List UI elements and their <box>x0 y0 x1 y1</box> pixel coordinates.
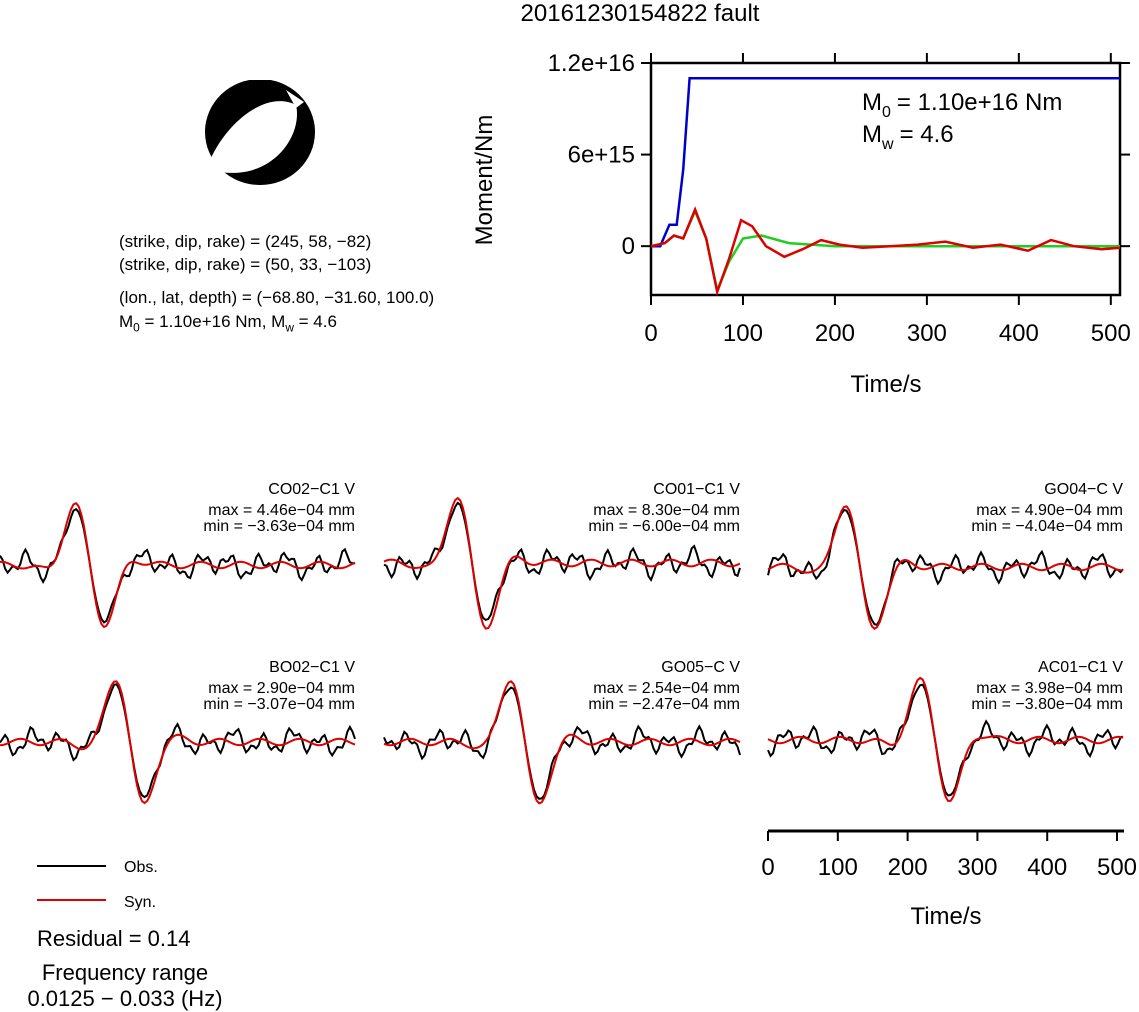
moment-chart: 06e+151.2e+160 100 200 300 400 500 Moment/Nm … <box>471 50 1131 398</box>
legend-obs-label: Obs. <box>124 859 158 876</box>
station-max: max = 4.46e−04 mm <box>208 502 355 519</box>
station-max: max = 2.54e−04 mm <box>593 680 740 697</box>
mechanism-line-1: (strike, dip, rake) = (245, 58, −82) <box>119 232 372 251</box>
station-max: max = 3.98e−04 mm <box>976 680 1123 697</box>
wave-xtick-label: 300 <box>957 854 997 881</box>
station-name: CO02−C1 V <box>268 481 355 498</box>
moment-xtick-label: 0 <box>644 320 657 347</box>
wave-xtick-label: 400 <box>1027 854 1067 881</box>
mechanism-line-2: (strike, dip, rake) = (50, 33, −103) <box>119 255 372 274</box>
waveform-obs-trace <box>0 683 356 799</box>
beachball-icon <box>205 80 315 185</box>
mechanism-line-4: M0 = 1.10e+16 Nm, Mw = 4.6 <box>119 312 337 335</box>
moment-xtick-label: 300 <box>907 320 947 347</box>
moment-mw-label: Mw = 4.6 <box>862 121 954 153</box>
station-min: min = −2.47e−04 mm <box>588 696 740 713</box>
page-title: 20161230154822 fault <box>520 0 760 27</box>
wave-xtick-label: 200 <box>888 854 928 881</box>
mechanism-line-3: (lon., lat, depth) = (−68.80, −31.60, 10… <box>119 288 435 307</box>
station-min: min = −3.07e−04 mm <box>203 696 355 713</box>
station-name: CO01−C1 V <box>653 481 740 498</box>
station-name: BO02−C1 V <box>269 659 355 676</box>
waveform-obs-trace <box>767 508 1124 626</box>
waveform-syn-trace <box>767 676 1124 802</box>
waveform-syn-trace <box>0 501 356 629</box>
station-min: min = −4.04e−04 mm <box>971 518 1123 535</box>
station-min: min = −3.80e−04 mm <box>971 696 1123 713</box>
station-max: max = 2.90e−04 mm <box>208 680 355 697</box>
residual-text: Residual = 0.14 <box>37 926 191 951</box>
station-min: min = −6.00e−04 mm <box>588 518 740 535</box>
waveform-syn-trace <box>767 505 1124 630</box>
moment-ytick-label: 1.2e+16 <box>548 50 635 77</box>
moment-cumulative-line <box>651 77 1120 248</box>
waveform-syn-trace <box>383 680 741 805</box>
station-name: GO05−C V <box>661 659 740 676</box>
station-min: min = −3.63e−04 mm <box>203 518 355 535</box>
moment-ylabel: Moment/Nm <box>471 115 498 246</box>
moment-rate-red-line <box>650 206 1121 297</box>
waveform-syn-trace <box>0 680 356 805</box>
waveform-obs-trace <box>767 683 1124 797</box>
moment-xtick-label: 200 <box>815 320 855 347</box>
frequency-value: 0.0125 − 0.033 (Hz) <box>27 986 223 1011</box>
station-max: max = 8.30e−04 mm <box>593 502 740 519</box>
station-name: GO04−C V <box>1044 481 1123 498</box>
moment-xtick-label: 400 <box>999 320 1039 347</box>
frequency-label: Frequency range <box>41 960 209 985</box>
legend-syn-label: Syn. <box>124 894 156 911</box>
waveform-syn-trace <box>383 496 741 630</box>
wave-xtick-label: 500 <box>1097 854 1137 881</box>
moment-xlabel: Time/s <box>850 371 921 398</box>
station-max: max = 4.90e−04 mm <box>976 502 1123 519</box>
moment-ytick-label: 6e+15 <box>568 142 635 169</box>
moment-xtick-label: 500 <box>1091 320 1131 347</box>
wave-xtick-label: 100 <box>818 854 858 881</box>
station-name: AC01−C1 V <box>1038 659 1123 676</box>
moment-m0-label: M0 = 1.10e+16 Nm <box>862 89 1062 121</box>
wave-xtick-label: 0 <box>761 854 774 881</box>
moment-plot-frame <box>649 61 1122 297</box>
wave-xlabel: Time/s <box>910 903 981 930</box>
moment-ytick-label: 0 <box>622 233 635 260</box>
moment-xtick-label: 100 <box>723 320 763 347</box>
